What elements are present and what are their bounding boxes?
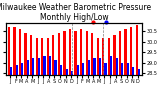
Bar <box>93 58 96 75</box>
Bar <box>110 56 112 75</box>
Bar <box>36 38 38 75</box>
Bar <box>136 25 138 75</box>
Bar <box>97 38 99 75</box>
Bar <box>104 63 107 75</box>
Bar <box>10 67 12 75</box>
Bar <box>102 38 104 75</box>
Bar <box>8 27 10 75</box>
Bar <box>13 27 16 75</box>
Bar <box>74 31 77 75</box>
Bar <box>80 29 82 75</box>
Bar <box>71 71 73 75</box>
Bar <box>66 69 68 75</box>
Bar <box>108 38 110 75</box>
Bar <box>41 38 43 75</box>
Bar <box>43 56 46 75</box>
Bar <box>38 58 40 75</box>
Bar <box>32 58 34 75</box>
Bar <box>121 63 123 75</box>
Bar <box>88 60 90 75</box>
Bar <box>113 35 116 75</box>
Bar <box>130 27 132 75</box>
Bar <box>60 65 62 75</box>
Bar <box>82 63 84 75</box>
Bar <box>119 31 121 75</box>
Bar <box>16 65 18 75</box>
Bar <box>30 35 32 75</box>
Bar <box>138 69 140 75</box>
Title: Milwaukee Weather Barometric Pressure
Monthly High/Low: Milwaukee Weather Barometric Pressure Mo… <box>0 3 151 22</box>
Bar <box>63 31 66 75</box>
Bar <box>91 33 93 75</box>
Bar <box>86 31 88 75</box>
Bar <box>77 65 79 75</box>
Bar <box>19 29 21 75</box>
Bar <box>116 58 118 75</box>
Bar <box>54 60 57 75</box>
Bar <box>58 33 60 75</box>
Bar <box>47 38 49 75</box>
Bar <box>49 56 51 75</box>
Bar <box>99 58 101 75</box>
Bar <box>124 29 127 75</box>
Bar <box>69 29 71 75</box>
Bar <box>132 67 134 75</box>
Bar <box>127 63 129 75</box>
Bar <box>27 60 29 75</box>
Bar <box>21 63 23 75</box>
Bar <box>24 33 27 75</box>
Bar <box>52 35 54 75</box>
